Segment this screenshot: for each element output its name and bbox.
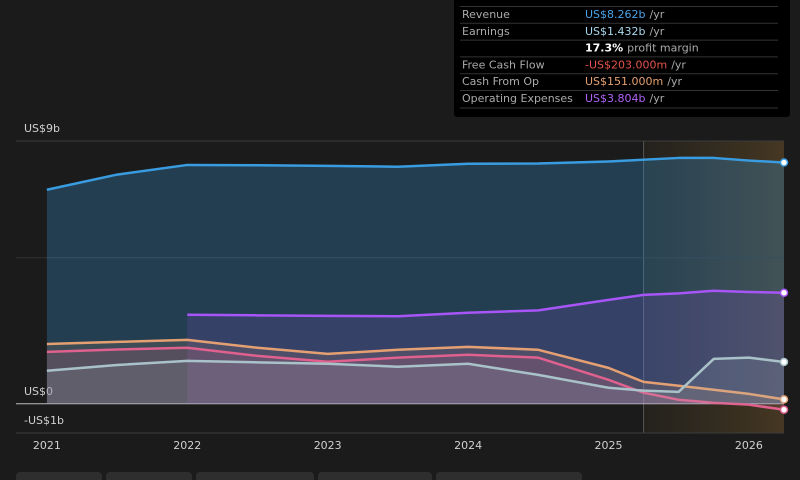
plot-area: US$9b US$0 -US$1b 2021 2022 2023 2024 2025 2026: [16, 122, 789, 452]
tooltip-value: 17.3%: [585, 42, 623, 55]
tooltip-unit: profit margin: [627, 42, 699, 55]
series-line: [46, 156, 785, 191]
tooltip-row: -US$203.000m/yr: [585, 58, 686, 71]
tooltip-row: US$1.432b/yr: [585, 25, 665, 38]
y-tick-label: US$0: [24, 385, 53, 398]
end-dot: [779, 395, 789, 404]
button[interactable]: [318, 472, 432, 480]
tooltip-unit: /yr: [671, 58, 686, 71]
tooltip-date: Mar 31 2026: [462, 0, 532, 3]
tooltip-value: US$8.262b: [585, 8, 646, 21]
x-tick-label: 2025: [594, 439, 622, 452]
end-dot: [779, 158, 789, 167]
tooltip-label: Earnings: [462, 25, 510, 38]
tooltip-unit: /yr: [650, 8, 665, 21]
button[interactable]: [106, 472, 192, 480]
y-tick-label: -US$1b: [24, 414, 64, 427]
end-dot: [779, 357, 789, 367]
series-area: [46, 357, 784, 404]
x-tick-label: 2022: [173, 439, 201, 452]
bottom-buttons: [16, 472, 582, 480]
x-tick-label: 2021: [33, 439, 61, 452]
end-dot: [779, 288, 789, 297]
tooltip-row: US$8.262b/yr: [585, 8, 665, 21]
tooltip-label: Cash From Op: [462, 75, 539, 88]
button[interactable]: [16, 472, 102, 480]
tooltip-label: Free Cash Flow: [462, 58, 545, 71]
tooltip-unit: /yr: [650, 25, 665, 38]
series-area: [46, 347, 784, 410]
series-area: [46, 157, 784, 404]
series-area: [46, 339, 784, 404]
tooltip-bg: [454, 0, 790, 117]
button[interactable]: [196, 472, 314, 480]
tooltip-unit: /yr: [667, 75, 682, 88]
tooltip-row: US$151.000m/yr: [585, 75, 682, 88]
tooltip-value: US$151.000m: [585, 75, 663, 88]
tooltip-value: US$3.804b: [585, 92, 646, 105]
x-tick-label: 2024: [454, 439, 482, 452]
series-line: [46, 346, 785, 411]
end-dot: [779, 405, 789, 414]
button[interactable]: [436, 472, 582, 480]
tooltip-label: Revenue: [462, 8, 510, 21]
tooltip-value: -US$203.000m: [585, 58, 667, 71]
tooltip-value: US$1.432b: [585, 25, 646, 38]
series-line: [187, 289, 785, 318]
tooltip-row: 17.3% profit margin: [585, 42, 699, 55]
tooltip-label: Operating Expenses: [462, 92, 573, 105]
series-line: [46, 338, 785, 401]
x-tick-label: 2023: [314, 439, 342, 452]
tooltip-unit: /yr: [650, 92, 665, 105]
series-line: [46, 356, 785, 394]
tooltip-row: US$3.804b/yr: [585, 92, 665, 105]
tooltip: Mar 31 2026 Revenue US$8.262b/yr Earnings US…: [454, 0, 790, 117]
x-tick-label: 2026: [735, 439, 763, 452]
y-tick-label: US$9b: [24, 122, 60, 135]
